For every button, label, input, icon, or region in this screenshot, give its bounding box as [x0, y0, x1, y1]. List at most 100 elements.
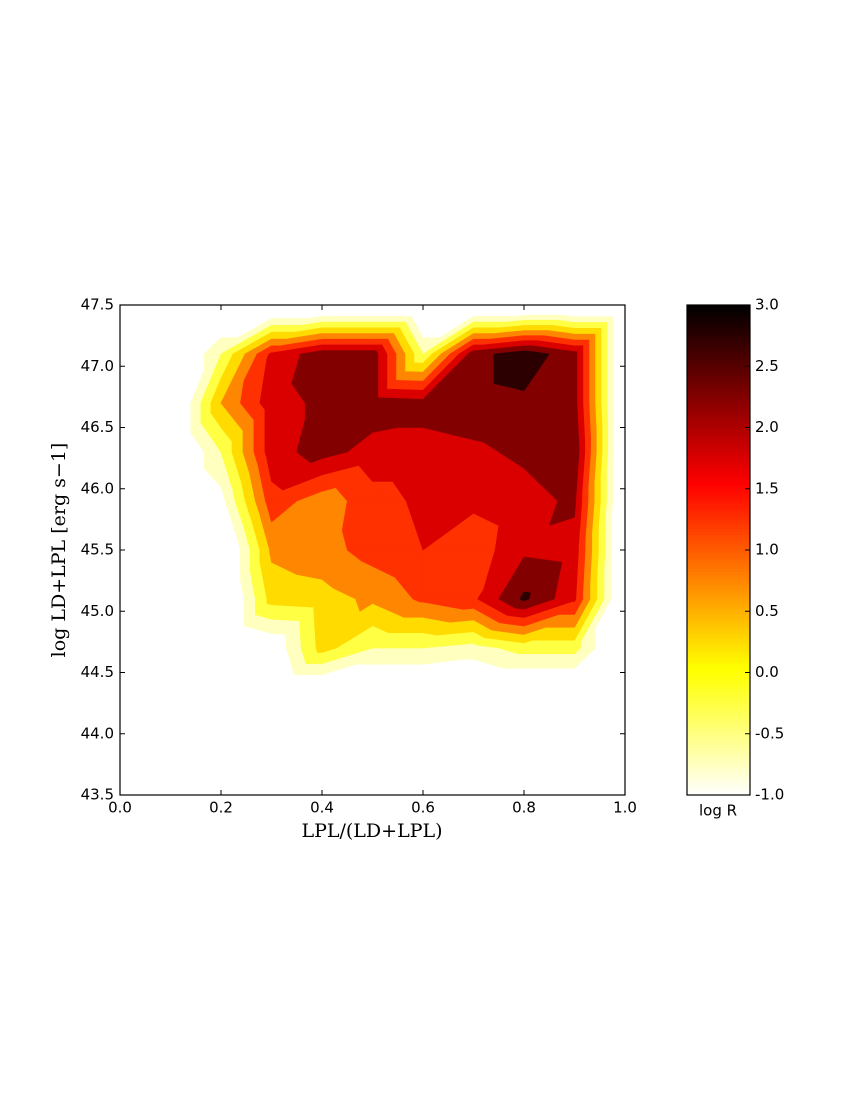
colorbar-segment — [687, 620, 750, 624]
colorbar-segment — [687, 602, 750, 606]
colorbar-tick-label: -0.5 — [755, 724, 784, 742]
colorbar-segment — [687, 546, 750, 551]
contour-band — [324, 344, 373, 351]
colorbar-segment — [687, 611, 750, 615]
contour-band — [523, 591, 531, 600]
contour-band — [220, 337, 239, 355]
contour-band — [523, 320, 560, 326]
colorbar-segment — [687, 556, 750, 560]
contour-band — [607, 413, 614, 453]
colorbar-segment — [687, 755, 750, 759]
contour-band — [372, 321, 407, 329]
colorbar-segment — [687, 727, 750, 732]
colorbar-segment — [687, 626, 750, 631]
colorbar-segment — [687, 749, 750, 753]
colorbar-segment — [687, 684, 750, 689]
colorbar-segment — [687, 369, 750, 373]
colorbar-segment — [687, 442, 750, 447]
colorbar-segment — [687, 439, 750, 444]
colorbar-segment — [687, 372, 750, 376]
y-tick-label: 47.0 — [81, 357, 114, 375]
colorbar-segment — [687, 776, 750, 781]
contour-band — [574, 322, 608, 329]
colorbar-segment — [687, 675, 750, 680]
colorbar-segment — [687, 314, 750, 318]
colorbar-segment — [687, 317, 750, 321]
x-tick-label: 0.4 — [310, 799, 334, 817]
colorbar-segment — [687, 614, 750, 618]
colorbar-segment — [687, 418, 750, 422]
colorbar-segment — [687, 433, 750, 438]
contour-band — [330, 338, 373, 346]
colorbar-segment — [687, 406, 750, 410]
colorbar-segment — [687, 427, 750, 432]
colorbar-segment — [687, 308, 750, 312]
contour-band — [523, 647, 576, 655]
colorbar-segment — [687, 589, 750, 594]
colorbar-tick-label: 1.5 — [755, 479, 779, 497]
colorbar-segment — [687, 534, 750, 539]
colorbar-segment — [687, 513, 750, 517]
colorbar-segment — [687, 592, 750, 597]
colorbar-segment — [687, 507, 750, 511]
colorbar-segment — [687, 687, 750, 692]
x-tick-label: 1.0 — [613, 799, 637, 817]
x-tick-label: 0.6 — [411, 799, 435, 817]
colorbar-segment — [687, 461, 750, 465]
colorbar-segment — [687, 540, 750, 545]
colorbar-segment — [687, 494, 750, 499]
colorbar-segment — [687, 344, 750, 349]
colorbar-segment — [687, 415, 750, 419]
contour-band — [372, 353, 379, 404]
y-tick-label: 45.5 — [81, 541, 114, 559]
colorbar-segment — [687, 553, 750, 557]
colorbar-segment — [687, 733, 750, 738]
colorbar-segment — [687, 436, 750, 441]
x-tick-label: 0.8 — [512, 799, 536, 817]
colorbar-segment — [687, 305, 750, 309]
contour-band — [264, 402, 272, 453]
contour-band — [606, 364, 614, 404]
contour-band — [606, 315, 614, 355]
colorbar-segment — [687, 350, 750, 355]
y-tick-label: 46.5 — [81, 418, 114, 436]
colorbar-segment — [687, 519, 750, 523]
colorbar-segment — [687, 690, 750, 695]
colorbar-segment — [687, 335, 750, 340]
colorbar-segment — [687, 693, 750, 698]
colorbar-segment — [687, 635, 750, 640]
colorbar-tick-label: 3.0 — [755, 296, 779, 314]
contour-band — [606, 463, 613, 502]
colorbar-segment — [687, 550, 750, 554]
colorbar-segment — [687, 366, 750, 370]
colorbar-segment — [687, 455, 750, 459]
colorbar-segment — [687, 357, 750, 361]
colorbar-segment — [687, 323, 750, 327]
colorbar-segment — [687, 577, 750, 582]
colorbar-tick-label: 0.5 — [755, 602, 779, 620]
contour-band — [582, 353, 590, 396]
colorbar-segment — [687, 666, 750, 670]
colorbar-segment — [687, 543, 750, 548]
y-tick-label: 47.5 — [81, 296, 114, 314]
colorbar-segment — [687, 700, 750, 704]
colorbar-segment — [687, 360, 750, 364]
colorbar-segment — [687, 510, 750, 514]
colorbar-tick-label: 2.0 — [755, 418, 779, 436]
colorbar-segment — [687, 452, 750, 456]
contour-band — [321, 316, 362, 323]
colorbar-segment — [687, 522, 750, 526]
colorbar-segment — [687, 409, 750, 413]
colorbar-segment — [687, 354, 750, 358]
colorbar-segment — [687, 697, 750, 701]
colorbar-segment — [687, 580, 750, 585]
colorbar-segment — [687, 326, 750, 330]
colorbar-segment — [687, 311, 750, 315]
colorbar-segment — [687, 476, 750, 481]
colorbar-segment — [687, 396, 750, 401]
contour-band — [422, 337, 441, 355]
colorbar-segment — [687, 764, 750, 768]
colorbar-segment — [687, 528, 750, 533]
colorbar-segment — [687, 654, 750, 658]
colorbar-tick-label: 1.0 — [755, 541, 779, 559]
